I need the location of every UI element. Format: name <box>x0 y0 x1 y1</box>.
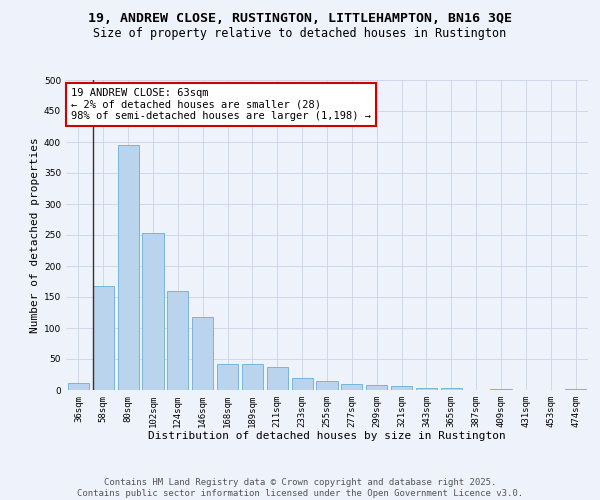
Bar <box>441 388 462 390</box>
Bar <box>93 286 114 390</box>
Text: 19 ANDREW CLOSE: 63sqm
← 2% of detached houses are smaller (28)
98% of semi-deta: 19 ANDREW CLOSE: 63sqm ← 2% of detached … <box>71 88 371 121</box>
Bar <box>416 388 437 390</box>
Bar <box>292 378 313 390</box>
X-axis label: Distribution of detached houses by size in Rustington: Distribution of detached houses by size … <box>148 432 506 442</box>
Bar <box>68 383 89 390</box>
Bar <box>366 385 387 390</box>
Bar <box>391 386 412 390</box>
Text: Size of property relative to detached houses in Rustington: Size of property relative to detached ho… <box>94 28 506 40</box>
Bar <box>167 291 188 390</box>
Bar <box>267 367 288 390</box>
Text: Contains HM Land Registry data © Crown copyright and database right 2025.
Contai: Contains HM Land Registry data © Crown c… <box>77 478 523 498</box>
Text: 19, ANDREW CLOSE, RUSTINGTON, LITTLEHAMPTON, BN16 3QE: 19, ANDREW CLOSE, RUSTINGTON, LITTLEHAMP… <box>88 12 512 26</box>
Bar <box>565 389 586 390</box>
Y-axis label: Number of detached properties: Number of detached properties <box>30 137 40 333</box>
Bar <box>217 364 238 390</box>
Bar <box>242 364 263 390</box>
Bar <box>341 384 362 390</box>
Bar <box>316 380 338 390</box>
Bar <box>142 233 164 390</box>
Bar <box>490 389 512 390</box>
Bar <box>118 145 139 390</box>
Bar <box>192 318 213 390</box>
